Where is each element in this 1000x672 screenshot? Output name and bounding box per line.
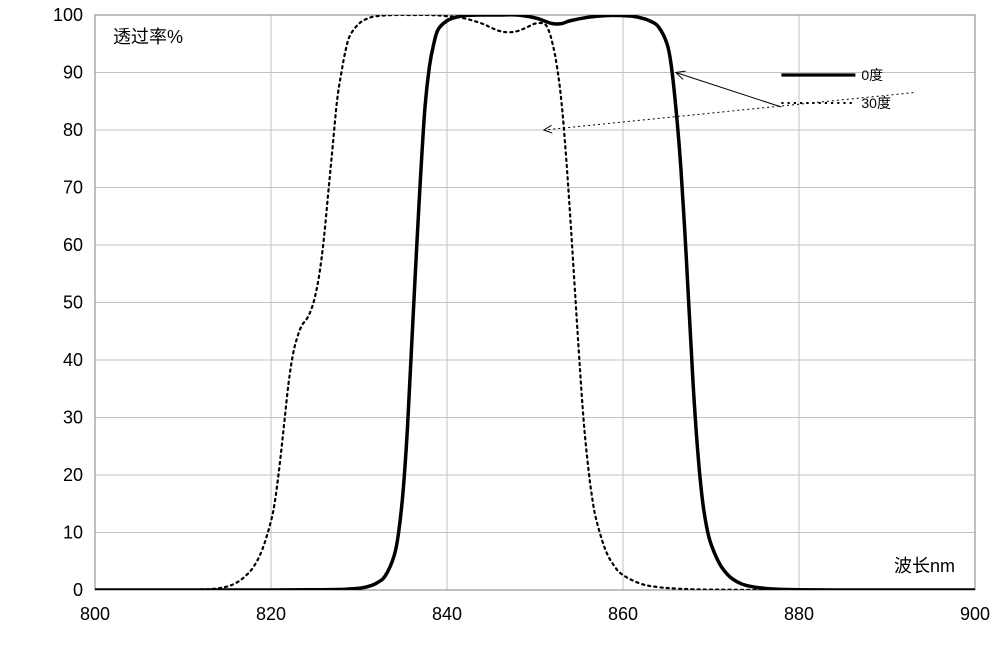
y-tick-label: 70 [63,178,83,198]
y-tick-label: 100 [53,5,83,25]
y-tick-label: 20 [63,465,83,485]
y-tick-label: 60 [63,235,83,255]
x-tick-label: 880 [784,604,814,624]
x-tick-label: 900 [960,604,990,624]
transmittance-chart: 0 10 20 30 40 50 60 70 80 90 100 800 820 840 860 880 900… [0,0,1000,672]
x-tick-label: 820 [256,604,286,624]
y-tick-label: 10 [63,523,83,543]
y-axis-label: 透过率% [113,27,183,47]
x-axis-label: 波长nm [894,556,955,576]
y-tick-label: 30 [63,408,83,428]
chart-container: 0 10 20 30 40 50 60 70 80 90 100 800 820 840 860 880 900… [0,0,1000,672]
x-tick-label: 800 [80,604,110,624]
y-tick-label: 90 [63,63,83,83]
legend-label-0deg: 0度 [861,67,883,83]
y-tick-label: 50 [63,293,83,313]
y-tick-label: 0 [73,580,83,600]
x-tick-label: 860 [608,604,638,624]
x-tick-label: 840 [432,604,462,624]
legend-label-30deg: 30度 [861,95,891,111]
y-tick-label: 80 [63,120,83,140]
y-tick-label: 40 [63,350,83,370]
